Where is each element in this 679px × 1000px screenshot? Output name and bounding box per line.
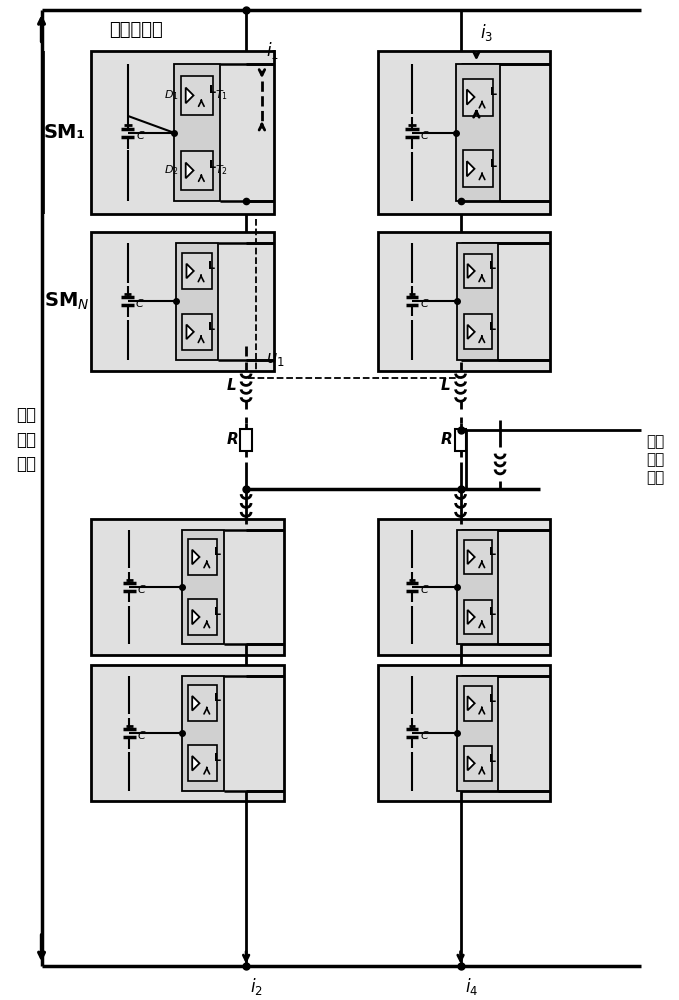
Text: $u_1$: $u_1$ [266, 350, 285, 368]
Text: R: R [441, 432, 453, 447]
Bar [183, 253, 212, 289]
Bar [181, 76, 213, 115]
Polygon shape [192, 756, 200, 771]
Text: $i_3$: $i_3$ [480, 22, 494, 43]
Bar [457, 676, 498, 791]
Text: L: L [214, 693, 221, 703]
Bar [462, 150, 493, 187]
Text: L: L [209, 85, 216, 95]
Bar [182, 530, 224, 644]
Polygon shape [192, 550, 200, 564]
Text: L: L [490, 87, 496, 97]
Bar [175, 64, 219, 201]
Polygon shape [185, 88, 194, 103]
Bar [462, 79, 493, 116]
Bar [188, 599, 217, 635]
Bar [456, 64, 500, 201]
Text: L: L [489, 547, 496, 557]
Text: C: C [136, 131, 144, 141]
Text: L: L [208, 322, 215, 332]
Text: 直流: 直流 [16, 406, 37, 424]
Bar [188, 685, 217, 721]
Bar [464, 746, 492, 781]
Text: $D_2$: $D_2$ [164, 164, 179, 177]
Text: L: L [441, 378, 451, 393]
Bar [378, 51, 551, 214]
Bar [91, 519, 284, 655]
Text: C: C [138, 731, 146, 741]
Text: L: L [489, 322, 496, 332]
Bar [464, 686, 492, 721]
Bar [182, 676, 224, 791]
Text: 交流: 交流 [646, 434, 665, 449]
Bar [91, 665, 284, 801]
Bar [455, 429, 466, 451]
Bar [183, 314, 212, 350]
Bar [181, 151, 213, 190]
Bar [457, 530, 498, 644]
Text: $T_2$: $T_2$ [215, 164, 227, 177]
Text: L: L [490, 159, 496, 169]
Text: L: L [489, 261, 496, 271]
Polygon shape [468, 756, 475, 770]
Text: 电压: 电压 [646, 452, 665, 467]
Text: L: L [209, 160, 216, 170]
Bar [240, 429, 252, 451]
Polygon shape [192, 696, 200, 711]
Text: L: L [214, 607, 221, 617]
Bar [176, 243, 218, 360]
Text: C: C [420, 731, 428, 741]
Text: SM$_N$: SM$_N$ [43, 291, 89, 312]
Text: C: C [420, 299, 428, 309]
Polygon shape [468, 264, 475, 278]
Polygon shape [468, 550, 475, 564]
Bar [91, 51, 274, 214]
Text: 输入: 输入 [16, 455, 37, 473]
Bar [378, 665, 551, 801]
Bar [188, 539, 217, 575]
Text: SM₁: SM₁ [43, 123, 86, 142]
Bar [464, 314, 492, 349]
Bar [378, 232, 551, 371]
Text: L: L [208, 261, 215, 271]
Text: C: C [420, 585, 428, 595]
Text: 半桥子模块: 半桥子模块 [109, 21, 162, 39]
Bar [378, 519, 551, 655]
Polygon shape [468, 610, 475, 624]
Text: $T_1$: $T_1$ [215, 89, 227, 102]
Text: C: C [138, 585, 146, 595]
Text: L: L [214, 753, 221, 763]
Text: L: L [489, 607, 496, 617]
Polygon shape [467, 161, 475, 176]
Text: C: C [136, 299, 144, 309]
Text: R: R [227, 432, 238, 447]
Text: $i_1$: $i_1$ [266, 40, 279, 61]
Text: L: L [227, 378, 236, 393]
Polygon shape [467, 89, 475, 105]
Polygon shape [185, 163, 194, 178]
Bar [464, 600, 492, 634]
Polygon shape [187, 325, 194, 339]
Text: $D_1$: $D_1$ [164, 89, 179, 102]
Text: $i_2$: $i_2$ [250, 976, 263, 997]
Text: C: C [421, 131, 428, 141]
Bar [91, 232, 274, 371]
Text: L: L [214, 547, 221, 557]
Text: 输出: 输出 [646, 470, 665, 485]
Bar [464, 540, 492, 574]
Text: L: L [489, 754, 496, 764]
Bar [457, 243, 498, 360]
Text: L: L [489, 694, 496, 704]
Bar [188, 745, 217, 781]
Bar [464, 254, 492, 288]
Polygon shape [187, 264, 194, 278]
Text: $i_4$: $i_4$ [464, 976, 478, 997]
Polygon shape [468, 696, 475, 710]
Polygon shape [192, 610, 200, 624]
Polygon shape [468, 325, 475, 339]
Text: 电压: 电压 [16, 431, 37, 449]
